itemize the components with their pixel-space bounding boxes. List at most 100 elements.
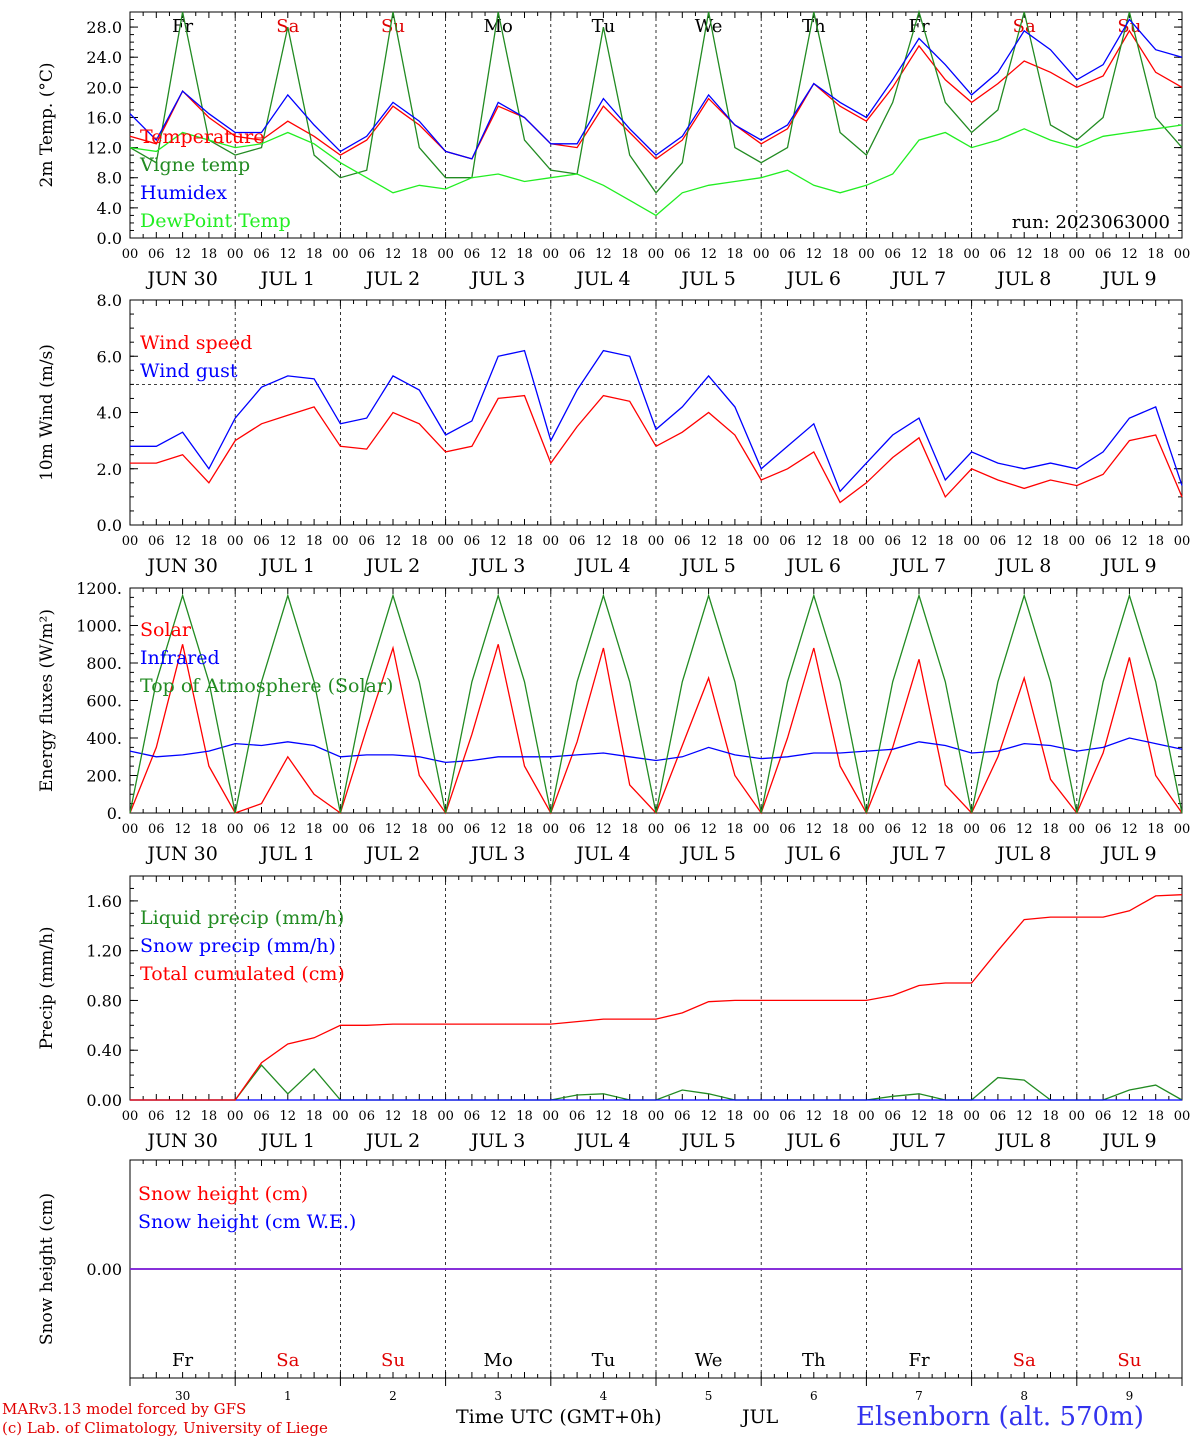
y-tick-label: 0.00: [86, 1091, 122, 1110]
hour-label: 12: [1016, 247, 1033, 262]
hour-label: 12: [700, 822, 717, 837]
hour-label: 18: [411, 822, 428, 837]
hour-label: 12: [806, 822, 823, 837]
hour-label: 06: [990, 822, 1007, 837]
hour-label: 00: [858, 247, 875, 262]
y-tick-label: 200.: [86, 767, 122, 786]
hour-label: 12: [174, 247, 191, 262]
hour-label: 00: [543, 1109, 560, 1124]
hour-label: 00: [648, 534, 665, 549]
hour-label: 00: [1174, 1109, 1191, 1124]
hour-label: 12: [280, 534, 297, 549]
hour-label: 06: [674, 534, 691, 549]
hour-label: 00: [1069, 822, 1086, 837]
hour-label: 06: [884, 247, 901, 262]
weekday-label: Fr: [908, 16, 929, 37]
date-label: JUL 3: [469, 555, 525, 577]
day-number: 4: [600, 1389, 608, 1403]
hour-label: 12: [700, 534, 717, 549]
date-label: JUL 2: [364, 843, 420, 865]
hour-label: 06: [569, 534, 586, 549]
hour-label: 06: [253, 822, 270, 837]
date-label: JUL 5: [679, 843, 735, 865]
hour-label: 18: [727, 534, 744, 549]
hour-label: 00: [437, 1109, 454, 1124]
hour-label: 00: [1174, 822, 1191, 837]
day-number: 8: [1020, 1389, 1028, 1403]
date-label: JUL 9: [1100, 555, 1156, 577]
hour-label: 18: [201, 534, 218, 549]
hour-label: 06: [569, 247, 586, 262]
month-label: JUL: [742, 1406, 779, 1428]
hour-label: 12: [385, 1109, 402, 1124]
series-line-total-cumulated-cm-: [130, 894, 1183, 1101]
weekday-label: Fr: [908, 1350, 929, 1371]
hour-label: 18: [306, 822, 323, 837]
y-tick-label: 2.0: [97, 460, 122, 479]
hour-label: 18: [411, 247, 428, 262]
hour-label: 00: [858, 534, 875, 549]
hour-label: 06: [674, 822, 691, 837]
hour-label: 12: [1016, 1109, 1033, 1124]
weekday-label: Su: [1117, 16, 1141, 37]
panel-5: 0.00 Snow height (cm) Snow height (cm) Snow…: [37, 1159, 1183, 1403]
date-label: JUL 5: [679, 555, 735, 577]
hour-label: 18: [201, 1109, 218, 1124]
hour-label: 18: [832, 534, 849, 549]
y-tick-label: 1.60: [86, 892, 122, 911]
date-label: JUL 9: [1100, 843, 1156, 865]
hour-label: 18: [1147, 534, 1164, 549]
weekday-label: Mo: [484, 16, 513, 37]
hour-label: 00: [543, 822, 560, 837]
series-line-dewpoint-temp: [129, 124, 1183, 217]
plot-frame: [129, 587, 1183, 814]
hour-label: 18: [516, 247, 533, 262]
date-label: JUL 6: [785, 843, 841, 865]
hour-label: 12: [174, 534, 191, 549]
hour-label: 00: [1069, 534, 1086, 549]
y-tick-label: 24.0: [86, 48, 122, 67]
hour-label: 00: [437, 247, 454, 262]
legend-entry: Snow height (cm): [138, 1183, 308, 1205]
weekday-label: Fr: [172, 16, 193, 37]
y-axis-title: 10m Wind (m/s): [37, 344, 57, 481]
hour-label: 18: [621, 822, 638, 837]
hour-label: 12: [911, 247, 928, 262]
hour-label: 00: [122, 534, 139, 549]
hour-label: 06: [464, 1109, 481, 1124]
date-label: JUL 3: [469, 1130, 525, 1152]
hour-label: 00: [122, 822, 139, 837]
date-label: JUL 7: [890, 555, 946, 577]
date-label: JUL 8: [995, 1130, 1051, 1152]
hour-label: 00: [858, 1109, 875, 1124]
series-line-infrared: [129, 737, 1183, 764]
hour-label: 06: [1095, 534, 1112, 549]
hour-label: 00: [227, 247, 244, 262]
weekday-label: Sa: [1013, 1350, 1036, 1371]
date-label: JUL 2: [364, 555, 420, 577]
time-axis-label: Time UTC (GMT+0h): [456, 1406, 662, 1428]
footer-model: MARv3.13 model forced by GFS: [2, 1400, 247, 1418]
y-tick-label: 20.0: [86, 78, 122, 97]
hour-label: 18: [832, 822, 849, 837]
y-tick-label: 8.0: [97, 169, 122, 188]
hour-label: 18: [411, 1109, 428, 1124]
series-line-top-of-atmosphere-solar-: [129, 593, 1183, 814]
hour-label: 12: [490, 247, 507, 262]
date-label: JUL 6: [785, 268, 841, 290]
date-label: JUN 30: [145, 843, 217, 865]
date-label: JUL 7: [890, 268, 946, 290]
hour-label: 12: [595, 247, 612, 262]
date-label: JUL 1: [259, 843, 315, 865]
y-tick-label: 1200.: [76, 579, 122, 598]
panel-3: 0. 200. 400. 600. 800. 1000. 1200. Energy fluxe…: [37, 579, 1190, 865]
hour-label: 00: [437, 822, 454, 837]
hour-label: 06: [779, 822, 796, 837]
hour-label: 00: [332, 247, 349, 262]
hour-label: 18: [306, 247, 323, 262]
hour-label: 00: [332, 822, 349, 837]
y-tick-label: 12.0: [86, 139, 122, 158]
hour-label: 00: [437, 534, 454, 549]
hour-label: 00: [963, 1109, 980, 1124]
hour-label: 12: [280, 822, 297, 837]
